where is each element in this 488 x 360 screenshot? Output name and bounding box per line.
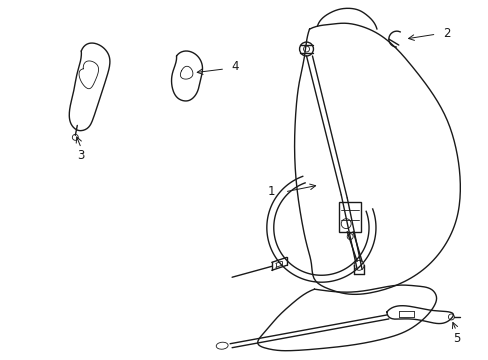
Text: 1: 1	[267, 185, 275, 198]
Text: 4: 4	[231, 60, 238, 73]
Text: 5: 5	[452, 332, 459, 345]
Bar	[339, 202, 360, 231]
Text: 2: 2	[442, 27, 449, 40]
Text: 3: 3	[78, 149, 85, 162]
